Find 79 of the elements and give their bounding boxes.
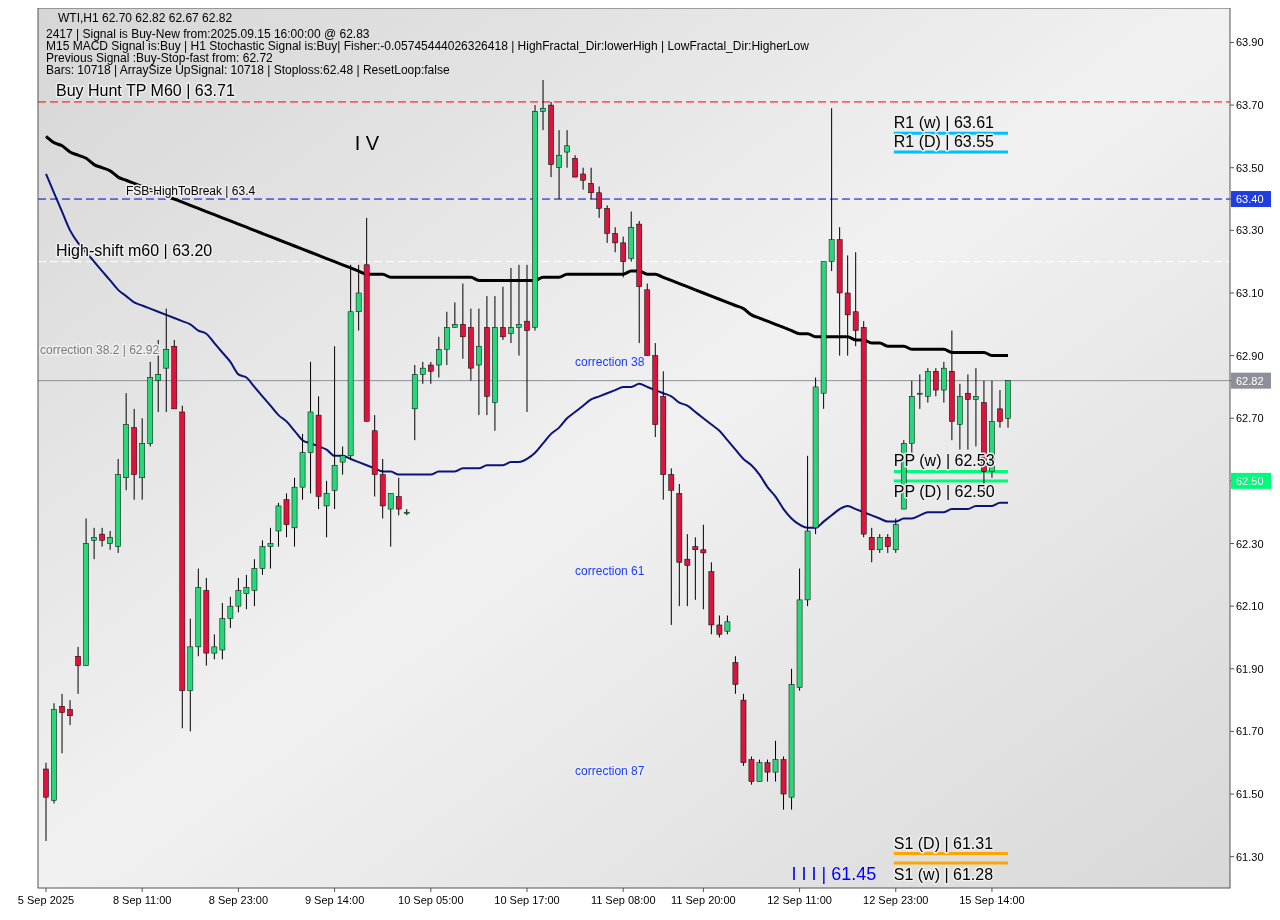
ref-line-label: Buy Hunt TP M60 | 63.71 (56, 81, 235, 99)
candlestick (580, 167, 586, 191)
candlestick (91, 527, 97, 560)
candlestick (99, 527, 105, 548)
x-tick-label: 5 Sep 2025 (17, 894, 75, 906)
candlestick (508, 267, 514, 344)
y-tick-label: 62.70 (1236, 412, 1264, 425)
x-tick-label: 15 Sep 14:00 (959, 894, 1025, 906)
candlestick (395, 477, 402, 516)
annotation: 2417 | Signal is Buy-New from:2025.09.15 16:00:00 @ 62.83 (46, 27, 370, 41)
y-tick-label: 63.40 (1236, 193, 1264, 206)
x-tick-label: 10 Sep 05:00 (398, 894, 464, 906)
y-tick-label: 63.90 (1236, 36, 1264, 49)
candlestick (387, 492, 394, 548)
y-tick-label: 61.70 (1236, 725, 1264, 738)
candlestick (596, 186, 602, 219)
candlestick (973, 367, 979, 447)
x-tick-label: 11 Sep 20:00 (671, 894, 736, 906)
candlestick (556, 129, 562, 200)
candlestick (67, 699, 73, 726)
y-tick-label: 63.10 (1236, 286, 1264, 299)
candlestick (668, 467, 675, 626)
y-tick-label: 61.30 (1236, 850, 1264, 863)
y-tick-label: 63.70 (1236, 99, 1264, 112)
x-tick-label: 8 Sep 23:00 (208, 894, 269, 906)
ref-line-label: S1 (w) | 61.28 (893, 865, 994, 883)
candlestick (933, 367, 939, 397)
chart-title: WTI,H1 62.70 62.82 62.67 62.82 (58, 11, 233, 25)
ref-line-label: R1 (D) | 63.55 (893, 133, 995, 151)
candlestick (612, 226, 618, 253)
annotation: I V (354, 132, 380, 154)
candlestick (460, 283, 466, 360)
candlestick (444, 311, 450, 366)
y-tick-label: 62.30 (1236, 537, 1264, 550)
annotation: Bars: 10718 | ArraySize UpSignal: 10718 | Stoploss:62.48 | ResetLoop:false (46, 63, 450, 77)
candlestick (500, 286, 506, 341)
annotation: Previous Signal :Buy-Stop-fast from: 62.72 (46, 51, 274, 65)
candlestick (436, 336, 442, 379)
candlestick (107, 530, 113, 551)
ref-line-label: S1 (D) | 61.31 (893, 834, 994, 852)
x-tick-label: 11 Sep 08:00 (590, 894, 656, 906)
candlestick (868, 527, 875, 563)
annotation: correction 38 (575, 354, 645, 369)
candlestick (620, 236, 627, 278)
x-tick-label: 9 Sep 14:00 (304, 894, 365, 906)
candlestick (427, 361, 434, 385)
ref-line-label: R1 (w) | 63.61 (893, 114, 995, 132)
candlestick (884, 533, 891, 554)
y-tick-label: 63.50 (1236, 161, 1264, 174)
x-tick-label: 10 Sep 17:00 (494, 894, 560, 906)
y-tick-label: 61.50 (1236, 788, 1264, 801)
candlestick (588, 167, 594, 200)
y-tick-label: 63.30 (1236, 224, 1264, 237)
x-tick-label: 12 Sep 11:00 (767, 894, 832, 906)
candlestick (965, 373, 971, 451)
x-tick-label: 8 Sep 11:00 (112, 894, 172, 906)
candlestick (917, 373, 923, 410)
candlestick (163, 308, 170, 413)
candlestick (59, 693, 65, 754)
y-tick-label: 61.90 (1236, 662, 1264, 675)
candlestick (876, 533, 883, 554)
candlestick (419, 361, 426, 385)
candlestick (75, 646, 81, 695)
candlestick (997, 389, 1003, 429)
candlestick (732, 655, 739, 695)
candlestick (564, 129, 570, 169)
y-tick-label: 62.82 (1236, 374, 1264, 387)
annotation: correction 87 (575, 764, 645, 778)
candlestick (452, 301, 458, 328)
annotation: I I I | 61.45 (791, 864, 877, 884)
candlestick (476, 308, 482, 416)
y-tick-label: 62.50 (1236, 474, 1264, 487)
x-tick-label: 12 Sep 23:00 (863, 894, 929, 906)
candlestick (941, 361, 947, 404)
annotation: correction 61 (575, 564, 645, 579)
y-tick-label: 62.10 (1236, 600, 1264, 613)
candlestick (572, 154, 578, 178)
candlestick (540, 79, 546, 131)
y-tick-label: 62.90 (1236, 349, 1264, 362)
